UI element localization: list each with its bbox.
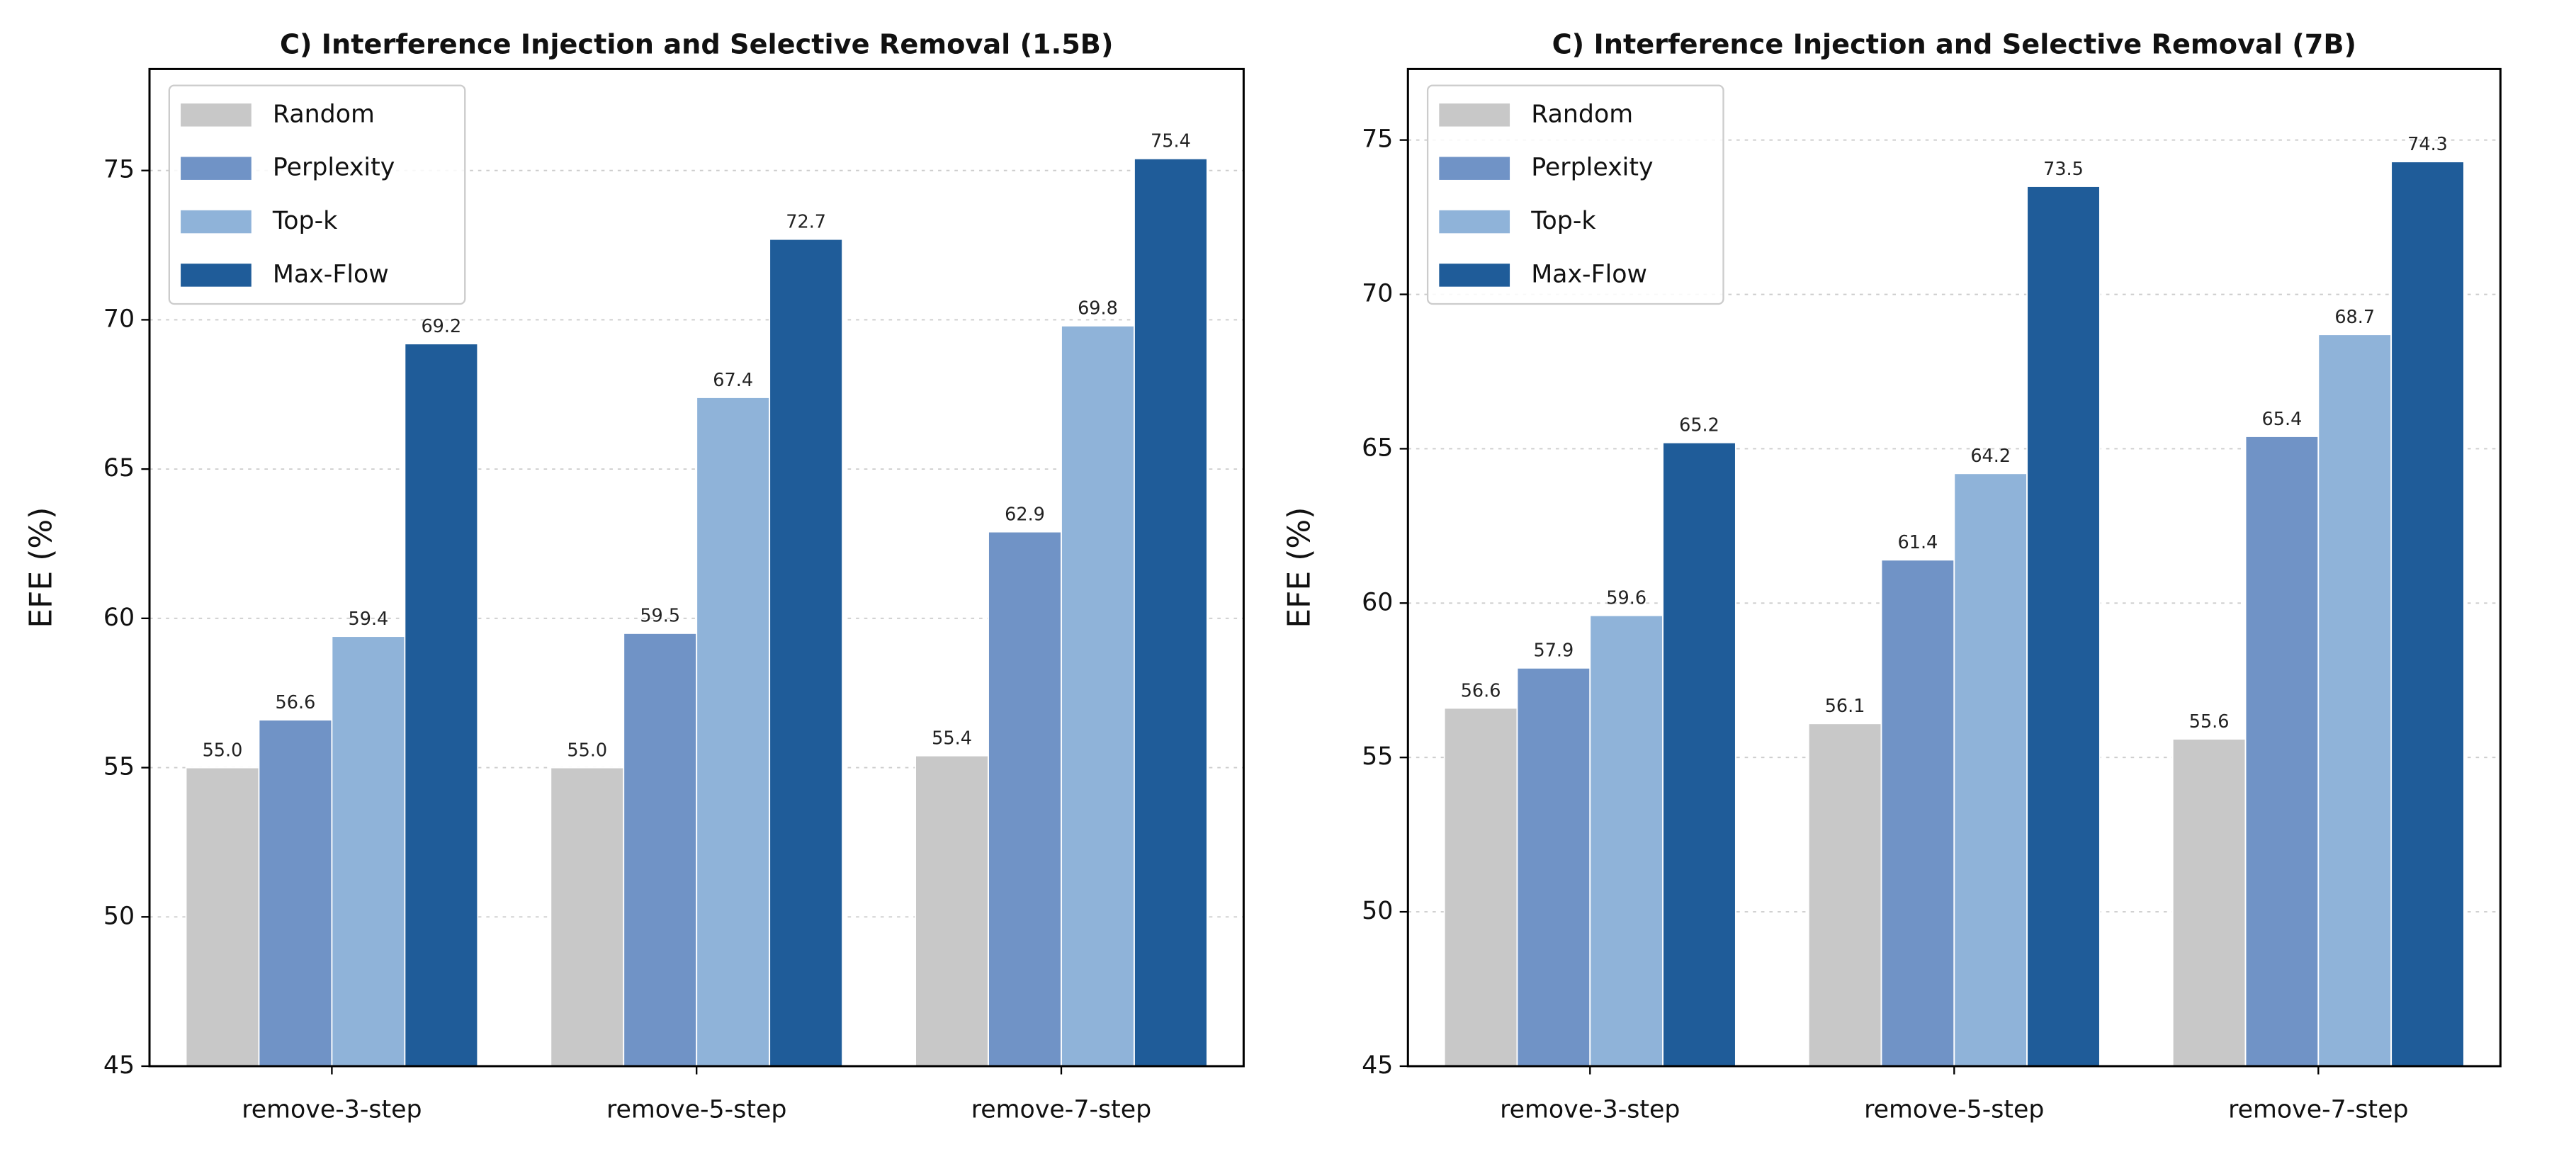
legend-box (1426, 84, 1724, 305)
value-label: 59.4 (349, 609, 389, 630)
legend-label: Perplexity (273, 154, 395, 182)
legend-label: Top-k (272, 207, 338, 235)
legend-label: Top-k (1530, 207, 1596, 235)
plot-frame (148, 67, 1245, 1068)
value-label: 57.9 (1533, 640, 1574, 662)
value-label: 64.2 (1970, 446, 2011, 467)
value-label: 59.6 (1606, 588, 1646, 609)
value-label: 67.4 (713, 370, 753, 391)
bar (258, 719, 333, 1067)
y-tick-label: 75 (1362, 125, 1393, 154)
y-tick-label: 60 (1362, 588, 1393, 616)
bar (185, 767, 260, 1067)
bar (2390, 161, 2465, 1067)
bar (2026, 186, 2101, 1067)
chart-panel: C) Interference Injection and Selective … (1282, 28, 2502, 1124)
y-tick-label: 70 (103, 305, 135, 333)
value-label: 62.9 (1005, 504, 1045, 525)
y-tick-label: 70 (1362, 280, 1393, 308)
bar (1443, 707, 1518, 1067)
bar (331, 635, 406, 1067)
y-tick-label: 45 (1362, 1051, 1393, 1080)
legend-label: Perplexity (1531, 154, 1653, 182)
value-label: 55.6 (2189, 711, 2230, 733)
y-tick-label: 65 (1362, 434, 1393, 462)
value-label: 61.4 (1898, 532, 1938, 553)
x-tick-label: remove-3-step (1500, 1096, 1680, 1124)
y-tick-label: 75 (103, 156, 135, 184)
x-tick-label: remove-7-step (971, 1096, 1151, 1124)
bar (623, 632, 698, 1067)
x-tick-label: remove-3-step (242, 1096, 422, 1124)
legend-swatch (181, 103, 252, 127)
bar (2317, 334, 2393, 1067)
value-label: 72.7 (786, 211, 826, 232)
legend-swatch (1439, 210, 1510, 234)
value-label: 69.8 (1078, 298, 1118, 320)
bar (915, 754, 989, 1067)
bar (1134, 157, 1208, 1067)
y-tick-label: 50 (103, 902, 135, 930)
value-label: 74.3 (2407, 134, 2448, 155)
value-label: 65.2 (1679, 415, 1719, 436)
bar (404, 343, 479, 1067)
legend-box (168, 84, 466, 305)
legend-label: Max-Flow (1531, 260, 1647, 288)
legend-swatch (181, 264, 252, 287)
legend-swatch (181, 157, 252, 180)
value-label: 55.4 (932, 728, 972, 749)
value-label: 55.0 (567, 740, 607, 761)
bar (988, 531, 1062, 1067)
bar (1953, 473, 2028, 1067)
bar (550, 767, 625, 1067)
value-label: 75.4 (1151, 131, 1191, 152)
value-label: 56.1 (1825, 696, 1865, 717)
legend-swatch (1439, 103, 1510, 127)
value-label: 69.2 (421, 316, 461, 337)
bar (1589, 614, 1664, 1067)
y-tick-label: 65 (103, 454, 135, 482)
y-tick-label: 55 (1362, 742, 1393, 771)
bar (1880, 559, 1955, 1067)
legend-label: Max-Flow (273, 260, 389, 288)
bar (2244, 436, 2320, 1067)
legend-swatch (1439, 264, 1510, 287)
value-label: 55.0 (203, 740, 243, 761)
bar (1061, 324, 1135, 1067)
legend-swatch (1439, 157, 1510, 180)
x-tick-label: remove-5-step (606, 1096, 786, 1124)
y-axis-label: EFE (%) (1282, 507, 1318, 628)
value-label: 59.5 (640, 606, 680, 627)
bar (1516, 667, 1591, 1067)
bar (769, 238, 844, 1067)
value-label: 68.7 (2334, 307, 2375, 328)
value-label: 56.6 (276, 692, 316, 713)
y-axis-label: EFE (%) (23, 507, 59, 628)
value-label: 65.4 (2262, 409, 2303, 430)
chart-title: C) Interference Injection and Selective … (1552, 28, 2356, 60)
bar (1807, 723, 1882, 1067)
x-tick-label: remove-5-step (1864, 1096, 2044, 1124)
legend-label: Random (273, 100, 375, 128)
bar (2171, 738, 2247, 1067)
bar (1662, 441, 1736, 1067)
y-tick-label: 55 (103, 753, 135, 781)
y-tick-label: 60 (103, 604, 135, 632)
chart-panel: C) Interference Injection and Selective … (23, 28, 1245, 1124)
y-tick-label: 45 (103, 1051, 135, 1080)
value-label: 73.5 (2043, 159, 2084, 180)
plot-frame (1406, 67, 2502, 1068)
legend-swatch (181, 210, 252, 234)
bar (696, 397, 771, 1067)
chart-title: C) Interference Injection and Selective … (280, 28, 1114, 60)
x-tick-label: remove-7-step (2228, 1096, 2408, 1124)
value-label: 56.6 (1461, 680, 1501, 701)
y-tick-label: 50 (1362, 897, 1393, 925)
legend-label: Random (1531, 100, 1633, 128)
